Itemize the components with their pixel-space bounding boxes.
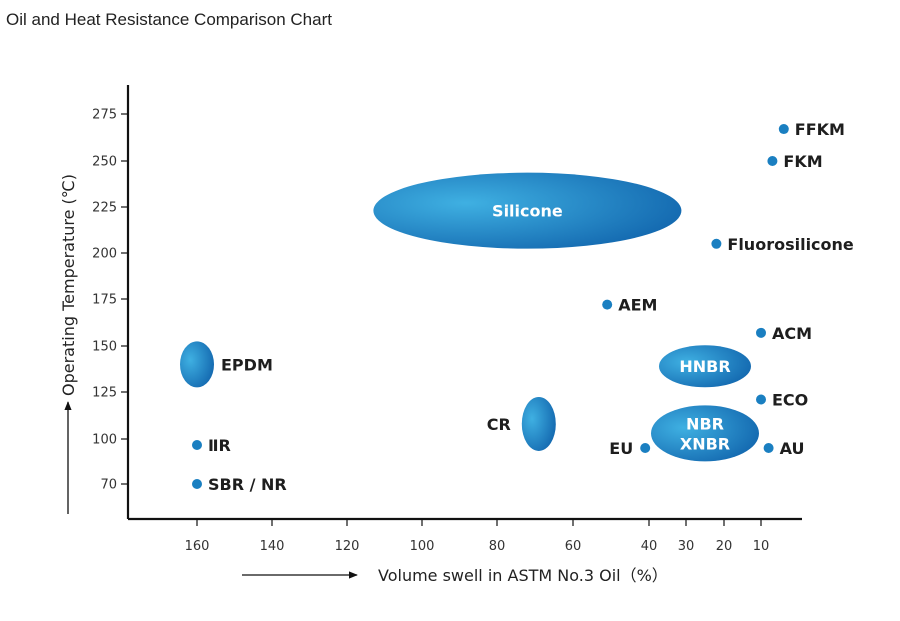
axes [121,85,802,526]
y-axis-title: Operating Temperature (℃) [59,174,78,396]
y-tick-label: 200 [92,247,117,262]
region-label: Silicone [492,202,563,221]
y-tick-label: 225 [92,201,117,216]
data-point [602,299,613,310]
data-point [756,394,766,405]
region-cr [521,396,556,451]
point-label: Fluorosilicone [727,235,854,254]
material-points: FFKM FKM Fluorosilicone AEM ACM ECO AU EU ⅡR SBR … [192,120,854,494]
y-tick-label: 125 [92,386,117,401]
point-label: AEM [618,296,657,315]
region-label: NBR [686,414,724,433]
data-point [778,124,789,135]
data-point [640,443,651,453]
x-tick-label: 20 [716,539,733,554]
region-label: HNBR [679,357,730,376]
x-tick-label: 60 [565,539,582,554]
x-tick-label: 160 [185,539,210,554]
point-label: FKM [783,152,822,171]
region-silicone [373,172,682,249]
x-tick-label: 10 [753,539,770,554]
point-label: EU [609,439,633,458]
x-tick-label: 140 [260,539,285,554]
x-tick-label: 40 [641,539,658,554]
y-tick-label: 175 [92,293,117,308]
point-label: ACM [772,324,812,343]
data-point [756,327,766,338]
region-nbr-xnbr [651,405,759,462]
y-tick-label: 150 [92,340,117,355]
y-tick-label: 250 [92,155,117,170]
x-tick-label: 100 [410,539,435,554]
x-tick-label: 30 [678,539,695,554]
y-tick-label: 100 [92,433,117,448]
region-label: EPDM [221,355,273,374]
point-label: SBR / NR [208,475,287,494]
point-label: AU [780,439,805,458]
data-point [767,156,778,166]
x-tick-label: 120 [335,539,360,554]
region-label: XNBR [680,434,730,453]
chart-title: Oil and Heat Resistance Comparison Chart [6,10,332,29]
region-label: CR [487,415,511,434]
x-axis-title: Volume swell in ASTM No.3 Oil（%） [378,566,668,585]
data-point [763,443,774,453]
tick-labels: 160 140 120 100 80 60 40 30 20 10 275 250 225 200 175 1… [92,108,769,555]
data-point [192,479,202,489]
x-tick-label: 80 [489,539,506,554]
data-point [192,440,202,450]
point-label: ⅡR [208,436,231,455]
y-tick-label: 70 [100,478,117,493]
region-epdm [180,341,214,388]
data-point [711,238,722,249]
region-hnbr [659,345,751,388]
y-tick-label: 275 [92,108,117,123]
point-label: FFKM [795,120,845,139]
point-label: ECO [772,391,808,410]
